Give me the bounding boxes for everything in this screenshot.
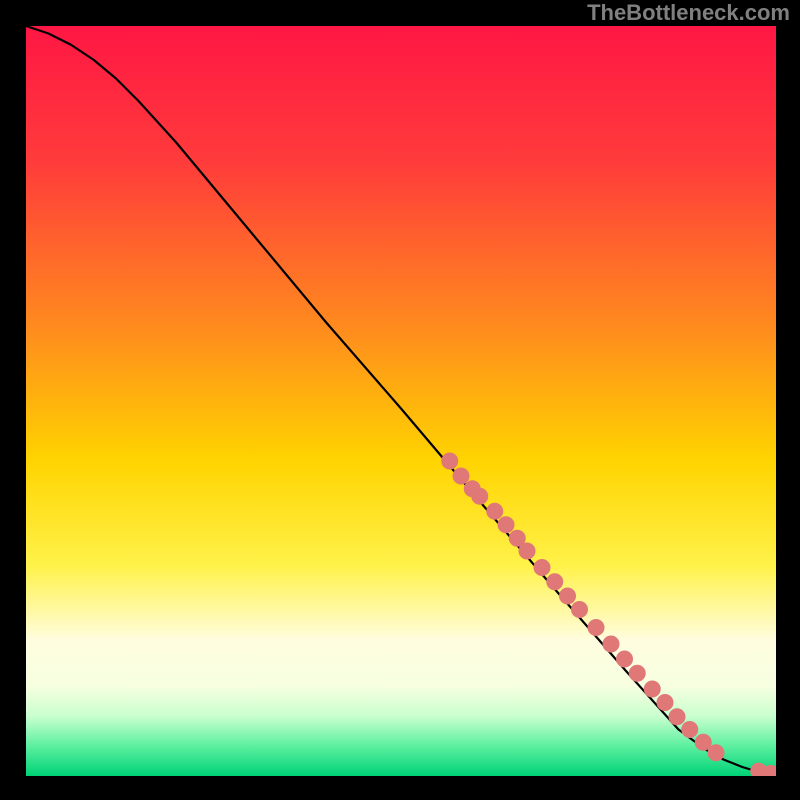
marker-dot bbox=[442, 453, 458, 469]
marker-dot bbox=[498, 517, 514, 533]
marker-dot bbox=[669, 709, 685, 725]
marker-dot bbox=[453, 468, 469, 484]
marker-dot bbox=[644, 681, 660, 697]
marker-dot bbox=[472, 488, 488, 504]
curve-line bbox=[26, 26, 776, 774]
marker-dot bbox=[657, 695, 673, 711]
marker-dot bbox=[487, 503, 503, 519]
marker-dot bbox=[708, 745, 724, 761]
watermark-text: TheBottleneck.com bbox=[587, 0, 790, 26]
marker-dot bbox=[534, 560, 550, 576]
marker-dot bbox=[617, 651, 633, 667]
marker-dot bbox=[682, 722, 698, 738]
stage: TheBottleneck.com bbox=[0, 0, 800, 800]
marker-dot bbox=[560, 588, 576, 604]
marker-dot bbox=[572, 602, 588, 618]
marker-dot bbox=[695, 734, 711, 750]
marker-dot bbox=[588, 620, 604, 636]
plot-area bbox=[26, 26, 776, 776]
marker-dot bbox=[629, 665, 645, 681]
marker-group bbox=[442, 453, 776, 776]
marker-dot bbox=[603, 636, 619, 652]
marker-dot bbox=[519, 543, 535, 559]
plot-svg bbox=[26, 26, 776, 776]
marker-dot bbox=[547, 574, 563, 590]
